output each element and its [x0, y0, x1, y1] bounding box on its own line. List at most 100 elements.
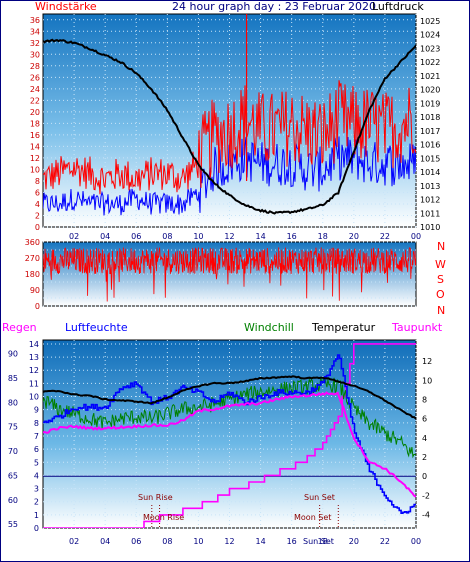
- y-tick-label: 10: [29, 393, 39, 402]
- x-tick-label: 12: [224, 537, 234, 546]
- legend-windchill: Windchill: [244, 321, 294, 334]
- y-tick-label: 4: [422, 434, 427, 443]
- top-series-group: [43, 14, 416, 216]
- pressure-line: [43, 38, 416, 215]
- x-tick-label: 22: [380, 232, 390, 241]
- y-tick-label: 18: [30, 119, 40, 128]
- y-tick-label: 85: [8, 374, 18, 383]
- y-tick-label: -4: [422, 511, 430, 520]
- y-tick-label: 1020: [420, 86, 440, 95]
- sun-set-label: Sun Set: [304, 493, 335, 502]
- y-tick-label: 90: [30, 286, 40, 295]
- y-tick-label: 4: [35, 200, 40, 209]
- y-tick-label: 180: [25, 270, 40, 279]
- x-tick-label: 06: [131, 537, 141, 546]
- y-tick-label: 12: [29, 366, 39, 375]
- x-tick-label: 20: [349, 232, 359, 241]
- x-tick-label: 18: [318, 537, 328, 546]
- y-tick-label: 10: [422, 376, 432, 385]
- y-tick-label: 70: [8, 447, 18, 456]
- y-tick-label: 1023: [420, 44, 440, 53]
- y-tick-label: 1014: [420, 168, 440, 177]
- humidity-line: [43, 354, 416, 514]
- x-tick-label: 10: [193, 232, 203, 241]
- y-tick-label: 1024: [420, 31, 440, 40]
- compass-label: O: [436, 288, 445, 301]
- y-tick-label: 1025: [420, 17, 440, 26]
- y-tick-label: 60: [8, 496, 18, 505]
- y-tick-label: 0: [35, 223, 40, 232]
- y-tick-label: 36: [30, 16, 40, 25]
- y-tick-label: 1021: [420, 72, 440, 81]
- y-tick-label: 55: [8, 520, 18, 529]
- x-tick-label: 14: [255, 537, 265, 546]
- x-tick-label: 18: [318, 232, 328, 241]
- y-tick-label: 1015: [420, 154, 440, 163]
- moon-set-label: Moon Set: [294, 513, 331, 522]
- y-tick-label: 26: [30, 73, 40, 82]
- chart-title: 24 hour graph day : 23 Februar 2020: [172, 0, 376, 13]
- legend-taupunkt: Taupunkt: [391, 321, 443, 334]
- y-tick-label: 10: [30, 165, 40, 174]
- y-tick-label: 1011: [420, 209, 440, 218]
- x-tick-label: 04: [100, 537, 110, 546]
- y-tick-label: 12: [30, 154, 40, 163]
- y-tick-label: 1017: [420, 127, 440, 136]
- y-tick-label: 20: [30, 108, 40, 117]
- y-tick-label: 1010: [420, 223, 440, 232]
- y-tick-label: 5: [34, 458, 39, 467]
- y-tick-label: -2: [422, 491, 430, 500]
- top-left-label: Windstärke: [35, 0, 97, 13]
- x-tick-label: 04: [100, 232, 110, 241]
- y-tick-label: 32: [30, 39, 40, 48]
- y-tick-label: 90: [8, 350, 18, 359]
- x-tick-label: 00: [411, 232, 421, 241]
- y-tick-label: 270: [25, 254, 40, 263]
- y-tick-label: 22: [30, 96, 40, 105]
- y-tick-label: 24: [30, 85, 40, 94]
- y-tick-label: 2: [35, 211, 40, 220]
- series-layer: [43, 14, 416, 528]
- y-tick-label: 1: [34, 511, 39, 520]
- x-tick-label: 16: [287, 537, 297, 546]
- y-tick-label: 2: [422, 453, 427, 462]
- x-tick-label: 02: [69, 232, 79, 241]
- y-tick-label: 14: [29, 340, 39, 349]
- x-tick-label: 10: [193, 537, 203, 546]
- y-tick-label: 0: [34, 524, 39, 533]
- y-tick-label: 1022: [420, 58, 440, 67]
- y-tick-label: 3: [34, 485, 39, 494]
- wind-direction-line: [43, 247, 416, 302]
- y-tick-label: 4: [34, 471, 39, 480]
- x-tick-label: 22: [380, 537, 390, 546]
- y-tick-label: 75: [8, 423, 18, 432]
- y-tick-label: 8: [34, 419, 39, 428]
- x-tick-label: 02: [69, 537, 79, 546]
- y-tick-label: 28: [30, 62, 40, 71]
- y-tick-label: 13: [29, 353, 39, 362]
- y-tick-label: 1016: [420, 141, 440, 150]
- legend-luftfeuchte: Luftfeuchte: [65, 321, 128, 334]
- x-tick-label: 08: [162, 537, 172, 546]
- annotation-layer: Sun Rise Moon Rise Sun Set Moon Set Sun …: [138, 493, 335, 546]
- y-tick-label: 360: [25, 238, 40, 247]
- sun-set-tick-label: Sun Set: [303, 537, 334, 546]
- x-tick-label: 08: [162, 232, 172, 241]
- y-tick-label: 16: [30, 131, 40, 140]
- x-tick-label: 00: [411, 537, 421, 546]
- y-tick-label: 8: [422, 395, 427, 404]
- dewpoint-line: [43, 391, 416, 498]
- y-tick-label: 30: [30, 50, 40, 59]
- y-tick-label: 1019: [420, 99, 440, 108]
- x-tick-label: 16: [287, 232, 297, 241]
- legend-regen: Regen: [2, 321, 37, 334]
- top-right-label: Luftdruck: [372, 0, 424, 13]
- compass-label: N: [437, 240, 445, 253]
- compass-label: S: [437, 273, 444, 286]
- x-tick-label: 06: [131, 232, 141, 241]
- sun-rise-label: Sun Rise: [138, 493, 173, 502]
- y-tick-label: 2: [34, 498, 39, 507]
- y-tick-label: 11: [29, 379, 39, 388]
- windchill-line: [43, 377, 416, 459]
